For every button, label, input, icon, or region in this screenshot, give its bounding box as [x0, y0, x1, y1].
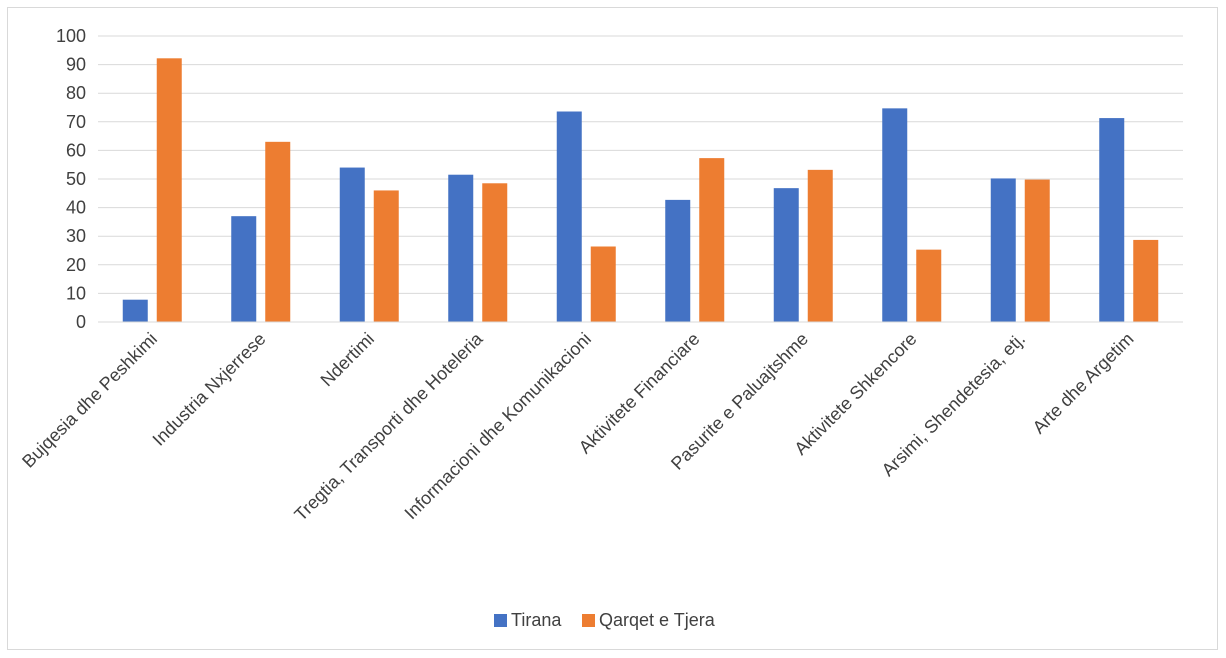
y-tick-label: 30	[66, 226, 86, 246]
bar-tirana	[339, 167, 365, 322]
bar-qarqet-e-tjera	[590, 246, 616, 322]
y-axis-tick-labels: 0 10 20 30 40 50 60 70 80 90 100	[56, 26, 86, 332]
x-category-label: Tregtia, Transporti dhe Hoteleria	[290, 328, 487, 525]
bar-qarqet-e-tjera	[156, 58, 182, 323]
bar-qarqet-e-tjera	[916, 249, 942, 322]
bar-qarqet-e-tjera	[482, 183, 508, 322]
y-tick-label: 10	[66, 283, 86, 303]
legend-swatch	[582, 614, 595, 627]
bar-tirana	[231, 216, 257, 322]
y-tick-label: 40	[66, 198, 86, 218]
x-category-label: Industria Nxjerrese	[149, 329, 270, 450]
bar-tirana	[990, 178, 1016, 322]
bar-qarqet-e-tjera	[373, 190, 399, 322]
y-tick-label: 100	[56, 26, 86, 46]
bar-tirana	[556, 111, 582, 322]
bar-tirana	[122, 299, 148, 322]
x-category-label: Arte dhe Argetim	[1029, 329, 1138, 438]
y-tick-label: 0	[76, 312, 86, 332]
bars	[122, 58, 1159, 323]
x-category-label: Bujqesia dhe Peshkimi	[18, 329, 161, 472]
legend-swatch	[494, 614, 507, 627]
y-tick-label: 20	[66, 255, 86, 275]
legend: Tirana Qarqet e Tjera	[494, 610, 716, 630]
legend-label: Qarqet e Tjera	[599, 610, 716, 630]
bar-qarqet-e-tjera	[699, 158, 725, 322]
y-tick-label: 50	[66, 169, 86, 189]
bar-tirana	[665, 199, 691, 322]
bar-tirana	[1099, 118, 1125, 322]
x-category-label: Aktivitete Shkencore	[790, 329, 920, 459]
bar-qarqet-e-tjera	[807, 169, 833, 322]
y-tick-label: 60	[66, 140, 86, 160]
bar-qarqet-e-tjera	[265, 141, 291, 322]
bar-tirana	[882, 108, 908, 322]
gridlines	[98, 35, 1183, 294]
chart-frame	[7, 7, 1218, 650]
bar-qarqet-e-tjera	[1133, 239, 1159, 322]
x-category-label: Aktivitete Financiare	[575, 329, 704, 458]
legend-label: Tirana	[511, 610, 562, 630]
y-tick-label: 80	[66, 83, 86, 103]
y-tick-label: 90	[66, 55, 86, 75]
y-tick-label: 70	[66, 112, 86, 132]
x-category-label: Ndertimi	[317, 329, 379, 391]
x-category-label: Informacioni dhe Komunikacioni	[401, 329, 596, 524]
bar-tirana	[448, 174, 474, 322]
bar-tirana	[773, 188, 799, 322]
bar-qarqet-e-tjera	[1024, 179, 1050, 322]
